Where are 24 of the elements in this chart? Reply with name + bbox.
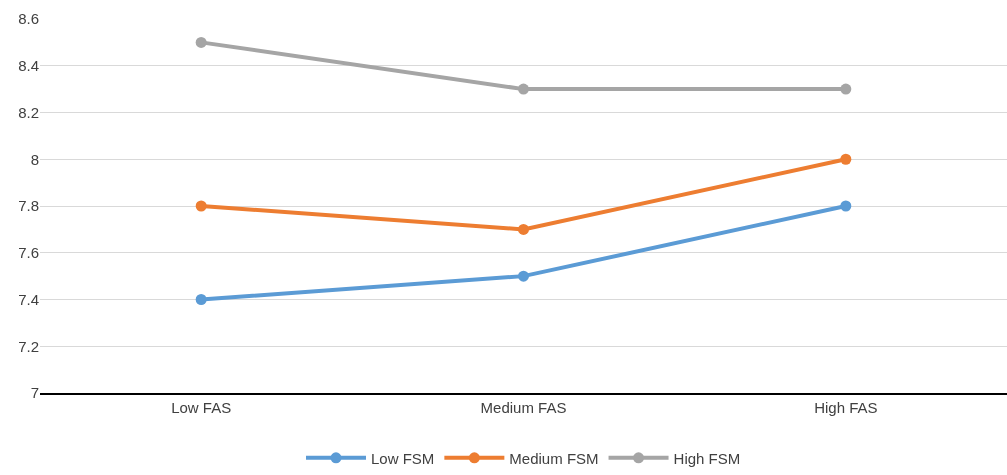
- y-tick-label: 8.4: [18, 57, 39, 74]
- point: [195, 200, 207, 212]
- legend-label: High FSM: [673, 449, 741, 467]
- point: [195, 294, 207, 305]
- y-tick-label: 7.2: [18, 337, 39, 355]
- legend-label: Medium FSM: [509, 449, 599, 467]
- y-tick-label: 7.8: [18, 197, 39, 215]
- point: [840, 200, 852, 212]
- y-tick-label: 7: [30, 384, 39, 402]
- y-tick-label: 8.6: [18, 10, 39, 28]
- x-tick-label: High FAS: [814, 398, 878, 416]
- y-tick-label: 7.4: [18, 290, 39, 308]
- point: [840, 83, 852, 95]
- point: [518, 223, 529, 235]
- x-tick-label: Medium FAS: [480, 398, 567, 416]
- y-tick-label: 7.6: [18, 244, 39, 261]
- legend-label: Low FSM: [371, 449, 435, 467]
- y-tick-label: 8: [30, 150, 39, 168]
- point: [518, 270, 529, 282]
- point: [195, 36, 207, 48]
- y-tick-label: 8.2: [18, 103, 39, 121]
- point: [840, 153, 852, 165]
- point: [518, 83, 529, 95]
- x-tick-label: Low FAS: [171, 398, 232, 416]
